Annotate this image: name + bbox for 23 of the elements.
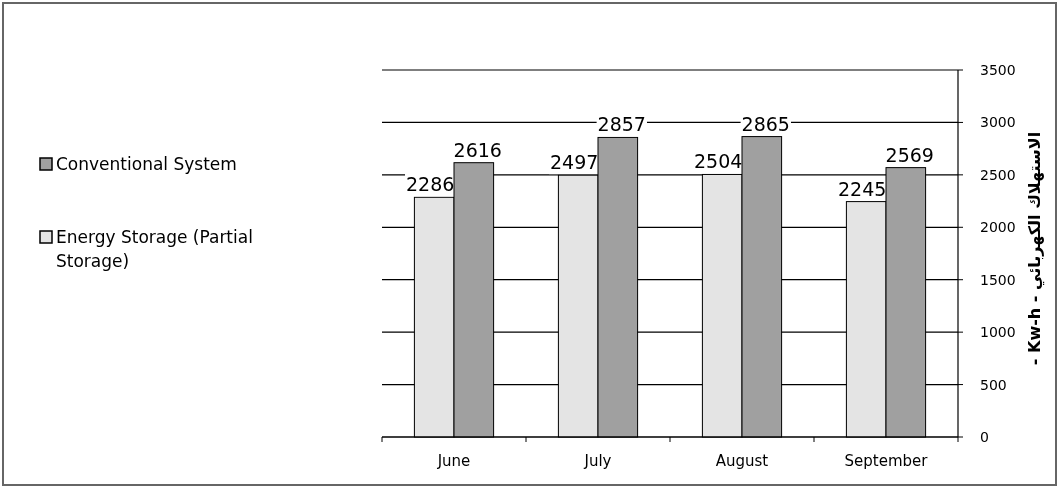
- x-tick-label: September: [844, 452, 929, 470]
- data-label: 2504: [694, 150, 743, 173]
- x-tick-label: June: [436, 452, 471, 470]
- y-tick-label: 2500: [980, 166, 1016, 183]
- data-label: 2857: [597, 113, 646, 136]
- y-tick-label: 3500: [980, 62, 1016, 78]
- y-tick-label: 0: [980, 429, 989, 445]
- x-tick-label: July: [583, 452, 612, 470]
- y-tick-label: 3000: [980, 114, 1016, 131]
- data-label: 2497: [550, 151, 599, 174]
- legend-label: Conventional System: [56, 154, 237, 174]
- x-tick-label: August: [715, 452, 769, 470]
- y-tick-label: 2000: [980, 219, 1016, 236]
- y-tick-label: 500: [980, 376, 1007, 393]
- y-tick-label: 1500: [980, 271, 1016, 288]
- data-label: 2569: [885, 143, 934, 166]
- data-label: 2286: [406, 173, 455, 196]
- y-axis-title: الاستهلاك الكهربائي - Kw-h -: [1025, 131, 1045, 366]
- data-label: 2865: [741, 112, 790, 135]
- legend-label: Energy Storage (Partial Storage): [56, 227, 253, 271]
- data-label: 2616: [453, 138, 502, 161]
- y-tick-label: 1000: [980, 324, 1016, 341]
- data-label: 2245: [838, 177, 887, 200]
